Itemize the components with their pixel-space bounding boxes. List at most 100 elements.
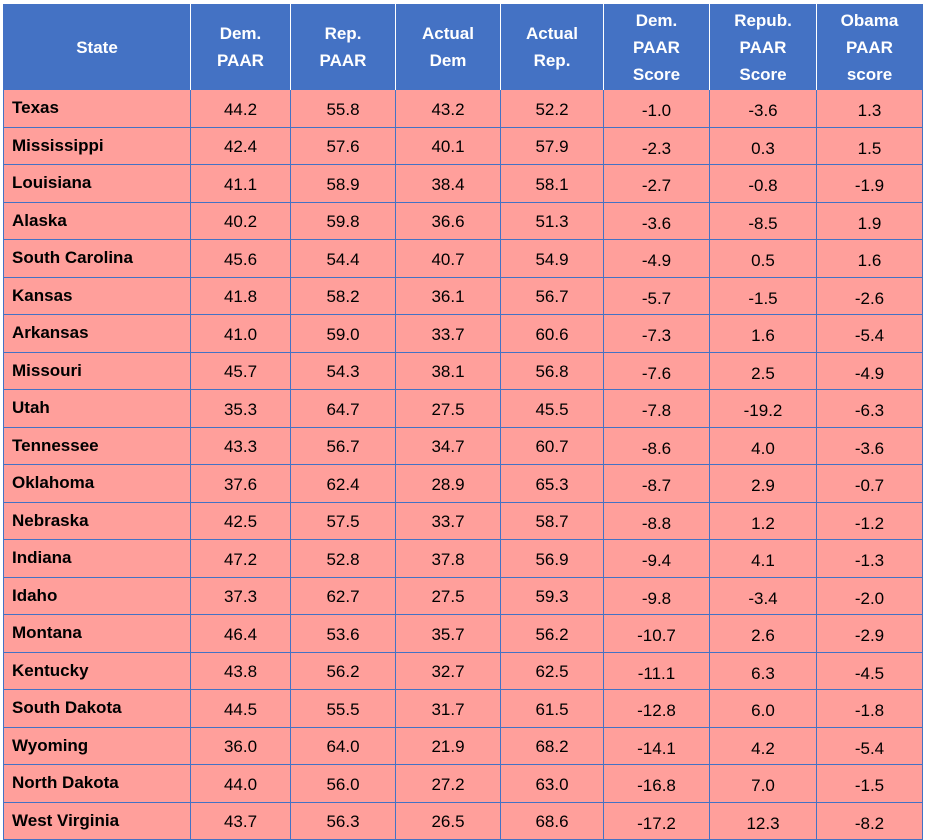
header-repub-paar-score: Repub. PAAR Score bbox=[709, 4, 817, 90]
dem-paar-score-cell: -9.8 bbox=[603, 576, 710, 615]
dem-paar-score-cell: -7.8 bbox=[603, 389, 710, 428]
header-line: Score bbox=[632, 64, 681, 84]
obama-paar-score-cell: -4.9 bbox=[816, 351, 923, 390]
obama-paar-score-cell: -8.2 bbox=[816, 801, 923, 840]
dem-paar-cell: 43.7 bbox=[190, 801, 291, 840]
dem-paar-score-cell: -8.7 bbox=[603, 464, 710, 503]
actual-dem-cell: 27.5 bbox=[395, 576, 501, 615]
state-name-cell: Oklahoma bbox=[3, 464, 191, 503]
obama-paar-score-cell: -0.7 bbox=[816, 464, 923, 503]
rep-paar-cell: 62.4 bbox=[290, 464, 396, 503]
dem-paar-score-cell: -17.2 bbox=[603, 801, 710, 840]
dem-paar-score-cell: -8.6 bbox=[603, 426, 710, 465]
actual-rep-cell: 60.6 bbox=[500, 314, 604, 353]
actual-dem-cell: 35.7 bbox=[395, 614, 501, 653]
table-row: Arkansas 41.0 59.0 33.7 60.6 -7.3 1.6 -5.4 bbox=[3, 314, 923, 353]
state-name-cell: Kentucky bbox=[3, 651, 191, 690]
rep-paar-cell: 55.8 bbox=[290, 89, 396, 128]
state-name-cell: Louisiana bbox=[3, 164, 191, 203]
rep-paar-cell: 57.6 bbox=[290, 126, 396, 165]
table-row: Nebraska 42.5 57.5 33.7 58.7 -8.8 1.2 -1.2 bbox=[3, 501, 923, 540]
actual-rep-cell: 62.5 bbox=[500, 651, 604, 690]
header-line: Rep. bbox=[533, 51, 571, 70]
dem-paar-cell: 35.3 bbox=[190, 389, 291, 428]
repub-paar-score-cell: 7.0 bbox=[709, 764, 817, 803]
repub-paar-score-cell: -3.4 bbox=[709, 576, 817, 615]
repub-paar-score-cell: 4.1 bbox=[709, 539, 817, 578]
rep-paar-cell: 54.3 bbox=[290, 351, 396, 390]
obama-paar-score-cell: -5.4 bbox=[816, 314, 923, 353]
header-line: Actual bbox=[422, 24, 474, 43]
dem-paar-cell: 43.3 bbox=[190, 426, 291, 465]
dem-paar-cell: 44.2 bbox=[190, 89, 291, 128]
actual-dem-cell: 38.1 bbox=[395, 351, 501, 390]
state-name-cell: Idaho bbox=[3, 576, 191, 615]
table-row: Idaho 37.3 62.7 27.5 59.3 -9.8 -3.4 -2.0 bbox=[3, 576, 923, 615]
dem-paar-score-cell: -1.0 bbox=[603, 89, 710, 128]
header-line: Repub. bbox=[734, 10, 792, 30]
table-row: Tennessee 43.3 56.7 34.7 60.7 -8.6 4.0 -3.6 bbox=[3, 426, 923, 465]
dem-paar-cell: 41.8 bbox=[190, 276, 291, 315]
state-name-cell: North Dakota bbox=[3, 764, 191, 803]
header-obama-paar-score: Obama PAAR score bbox=[816, 4, 923, 90]
repub-paar-score-cell: -0.8 bbox=[709, 164, 817, 203]
table-row: South Carolina 45.6 54.4 40.7 54.9 -4.9 0.5 1.6 bbox=[3, 239, 923, 278]
actual-dem-cell: 32.7 bbox=[395, 651, 501, 690]
dem-paar-score-cell: -2.3 bbox=[603, 126, 710, 165]
actual-rep-cell: 52.2 bbox=[500, 89, 604, 128]
header-line: State bbox=[76, 37, 118, 57]
repub-paar-score-cell: 2.5 bbox=[709, 351, 817, 390]
state-name-cell: West Virginia bbox=[3, 801, 191, 840]
actual-rep-cell: 58.7 bbox=[500, 501, 604, 540]
header-dem-paar: Dem. PAAR bbox=[190, 4, 291, 90]
actual-dem-cell: 26.5 bbox=[395, 801, 501, 840]
obama-paar-score-cell: -1.5 bbox=[816, 764, 923, 803]
table-row: North Dakota 44.0 56.0 27.2 63.0 -16.8 7.0 -1.5 bbox=[3, 764, 923, 803]
header-line: Dem. bbox=[219, 24, 262, 43]
actual-rep-cell: 56.8 bbox=[500, 351, 604, 390]
state-name-cell: Utah bbox=[3, 389, 191, 428]
header-line: Rep. bbox=[324, 24, 362, 43]
obama-paar-score-cell: 1.3 bbox=[816, 89, 923, 128]
dem-paar-score-cell: -8.8 bbox=[603, 501, 710, 540]
obama-paar-score-cell: -2.6 bbox=[816, 276, 923, 315]
rep-paar-cell: 55.5 bbox=[290, 689, 396, 728]
obama-paar-score-cell: -2.0 bbox=[816, 576, 923, 615]
rep-paar-cell: 62.7 bbox=[290, 576, 396, 615]
state-name-cell: Texas bbox=[3, 89, 191, 128]
repub-paar-score-cell: 6.0 bbox=[709, 689, 817, 728]
repub-paar-score-cell: 6.3 bbox=[709, 651, 817, 690]
obama-paar-score-cell: -1.9 bbox=[816, 164, 923, 203]
rep-paar-cell: 56.7 bbox=[290, 426, 396, 465]
table-row: South Dakota 44.5 55.5 31.7 61.5 -12.8 6.0 -1.8 bbox=[3, 689, 923, 728]
rep-paar-cell: 56.2 bbox=[290, 651, 396, 690]
state-name-cell: Kansas bbox=[3, 276, 191, 315]
rep-paar-cell: 58.9 bbox=[290, 164, 396, 203]
actual-dem-cell: 36.1 bbox=[395, 276, 501, 315]
actual-dem-cell: 43.2 bbox=[395, 89, 501, 128]
repub-paar-score-cell: -19.2 bbox=[709, 389, 817, 428]
repub-paar-score-cell: 1.6 bbox=[709, 314, 817, 353]
obama-paar-score-cell: -1.2 bbox=[816, 501, 923, 540]
table-row: West Virginia 43.7 56.3 26.5 68.6 -17.2 12.3 -8… bbox=[3, 801, 923, 840]
table-row: Kansas 41.8 58.2 36.1 56.7 -5.7 -1.5 -2.6 bbox=[3, 276, 923, 315]
state-name-cell: Arkansas bbox=[3, 314, 191, 353]
header-state: State bbox=[3, 4, 191, 90]
dem-paar-score-cell: -5.7 bbox=[603, 276, 710, 315]
dem-paar-cell: 37.3 bbox=[190, 576, 291, 615]
header-rep-paar: Rep. PAAR bbox=[290, 4, 396, 90]
dem-paar-cell: 42.4 bbox=[190, 126, 291, 165]
repub-paar-score-cell: 0.3 bbox=[709, 126, 817, 165]
state-name-cell: Tennessee bbox=[3, 426, 191, 465]
table-body: Texas 44.2 55.8 43.2 52.2 -1.0 -3.6 1.3 Mississi… bbox=[3, 89, 923, 840]
table-row: Missouri 45.7 54.3 38.1 56.8 -7.6 2.5 -4.9 bbox=[3, 351, 923, 390]
header-line: Actual bbox=[526, 24, 578, 43]
rep-paar-cell: 56.0 bbox=[290, 764, 396, 803]
state-name-cell: Alaska bbox=[3, 201, 191, 240]
actual-rep-cell: 45.5 bbox=[500, 389, 604, 428]
rep-paar-cell: 64.7 bbox=[290, 389, 396, 428]
actual-rep-cell: 57.9 bbox=[500, 126, 604, 165]
dem-paar-cell: 41.1 bbox=[190, 164, 291, 203]
dem-paar-cell: 40.2 bbox=[190, 201, 291, 240]
header-dem-paar-score: Dem. PAAR Score bbox=[603, 4, 710, 90]
